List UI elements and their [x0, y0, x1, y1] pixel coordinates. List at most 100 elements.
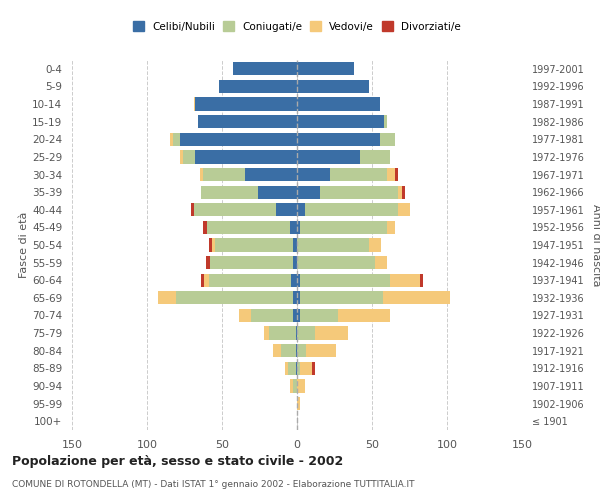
- Bar: [210, 256, 293, 269]
- Bar: [387, 168, 395, 181]
- Bar: [290, 380, 293, 392]
- Bar: [297, 132, 380, 146]
- Bar: [293, 256, 297, 269]
- Bar: [320, 186, 398, 198]
- Bar: [360, 150, 390, 164]
- Bar: [245, 168, 297, 181]
- Bar: [297, 344, 306, 358]
- Bar: [173, 132, 180, 146]
- Bar: [297, 186, 320, 198]
- Legend: Celibi/Nubili, Coniugati/e, Vedovi/e, Divorziati/e: Celibi/Nubili, Coniugati/e, Vedovi/e, Di…: [129, 17, 465, 36]
- Bar: [297, 115, 384, 128]
- Bar: [199, 168, 203, 181]
- Bar: [315, 326, 348, 340]
- Bar: [383, 291, 450, 304]
- Bar: [290, 221, 297, 234]
- Bar: [201, 274, 204, 287]
- Bar: [297, 62, 354, 76]
- Bar: [219, 80, 297, 93]
- Bar: [330, 168, 387, 181]
- Bar: [305, 203, 398, 216]
- Bar: [297, 362, 300, 375]
- Bar: [180, 150, 183, 164]
- Bar: [273, 344, 281, 358]
- Y-axis label: Fasce di età: Fasce di età: [19, 212, 29, 278]
- Bar: [297, 80, 369, 93]
- Bar: [369, 238, 381, 252]
- Text: COMUNE DI ROTONDELLA (MT) - Dati ISTAT 1° gennaio 2002 - Elaborazione TUTTITALIA: COMUNE DI ROTONDELLA (MT) - Dati ISTAT 1…: [12, 480, 415, 489]
- Bar: [176, 291, 293, 304]
- Bar: [297, 397, 300, 410]
- Bar: [288, 362, 296, 375]
- Bar: [420, 274, 423, 287]
- Bar: [296, 326, 297, 340]
- Bar: [183, 150, 195, 164]
- Bar: [297, 326, 315, 340]
- Bar: [285, 362, 288, 375]
- Bar: [297, 380, 305, 392]
- Bar: [276, 203, 297, 216]
- Bar: [207, 221, 290, 234]
- Bar: [191, 203, 193, 216]
- Bar: [281, 344, 296, 358]
- Bar: [269, 326, 296, 340]
- Bar: [306, 344, 336, 358]
- Bar: [300, 309, 337, 322]
- Bar: [375, 256, 387, 269]
- Bar: [387, 221, 395, 234]
- Bar: [195, 98, 297, 110]
- Bar: [297, 309, 300, 322]
- Bar: [297, 256, 375, 269]
- Bar: [201, 186, 258, 198]
- Bar: [251, 309, 293, 322]
- Bar: [312, 362, 315, 375]
- Bar: [193, 203, 276, 216]
- Bar: [300, 291, 383, 304]
- Bar: [297, 238, 369, 252]
- Bar: [297, 168, 330, 181]
- Bar: [337, 309, 390, 322]
- Bar: [258, 186, 297, 198]
- Bar: [209, 238, 212, 252]
- Bar: [398, 186, 402, 198]
- Bar: [297, 274, 300, 287]
- Bar: [293, 291, 297, 304]
- Bar: [293, 380, 297, 392]
- Bar: [215, 238, 293, 252]
- Bar: [300, 221, 387, 234]
- Bar: [264, 326, 269, 340]
- Bar: [293, 238, 297, 252]
- Text: Popolazione per età, sesso e stato civile - 2002: Popolazione per età, sesso e stato civil…: [12, 455, 343, 468]
- Bar: [384, 115, 387, 128]
- Bar: [296, 362, 297, 375]
- Bar: [395, 168, 398, 181]
- Bar: [205, 256, 210, 269]
- Bar: [239, 309, 251, 322]
- Bar: [296, 344, 297, 358]
- Bar: [212, 238, 215, 252]
- Bar: [193, 98, 195, 110]
- Bar: [380, 132, 395, 146]
- Bar: [195, 150, 297, 164]
- Bar: [297, 150, 360, 164]
- Bar: [300, 274, 390, 287]
- Bar: [203, 168, 245, 181]
- Bar: [300, 362, 312, 375]
- Bar: [170, 132, 173, 146]
- Bar: [157, 291, 176, 304]
- Bar: [297, 221, 300, 234]
- Bar: [291, 274, 297, 287]
- Bar: [297, 291, 300, 304]
- Bar: [297, 98, 380, 110]
- Bar: [209, 274, 291, 287]
- Bar: [297, 203, 305, 216]
- Bar: [198, 115, 297, 128]
- Bar: [402, 186, 405, 198]
- Bar: [233, 62, 297, 76]
- Bar: [204, 274, 209, 287]
- Bar: [203, 221, 207, 234]
- Bar: [180, 132, 297, 146]
- Y-axis label: Anni di nascita: Anni di nascita: [591, 204, 600, 286]
- Bar: [293, 309, 297, 322]
- Bar: [398, 203, 409, 216]
